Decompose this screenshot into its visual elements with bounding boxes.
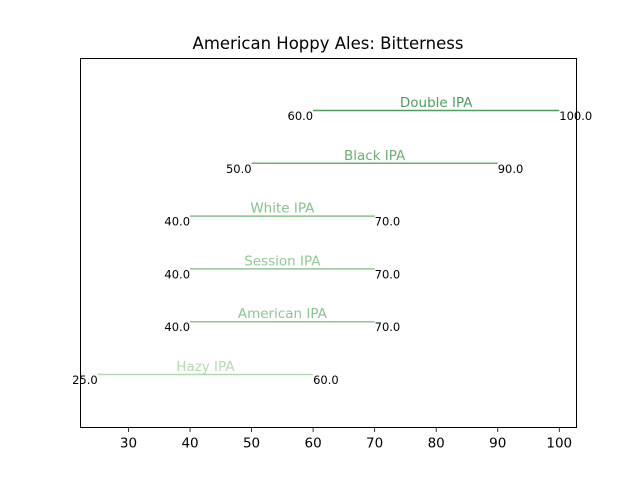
x-axis: 30 40 50 60 70 80 90 100 — [120, 427, 572, 452]
range-low-label: 40.0 — [164, 215, 190, 229]
chart-title: American Hoppy Ales: Bitterness — [193, 34, 464, 53]
range-name-label: White IPA — [250, 201, 315, 217]
range-name-label: American IPA — [238, 306, 328, 322]
x-tick-label: 40 — [181, 436, 198, 452]
range-name-label: Session IPA — [244, 253, 321, 269]
range-name-label: Double IPA — [400, 95, 473, 111]
range-low-label: 40.0 — [164, 267, 190, 281]
x-tick-label: 90 — [489, 436, 506, 452]
x-tick-label: 100 — [546, 436, 572, 452]
x-tick-label: 50 — [243, 436, 260, 452]
range-high-label: 60.0 — [313, 373, 339, 387]
range-marks: Double IPA 60.0 100.0 Black IPA 50.0 90.0 Whit… — [72, 95, 592, 387]
range-low-label: 40.0 — [164, 320, 190, 334]
x-tick-label: 60 — [305, 436, 322, 452]
range-name-label: Hazy IPA — [176, 359, 235, 375]
range-high-label: 90.0 — [498, 162, 524, 176]
range-high-label: 70.0 — [375, 215, 401, 229]
plot-area — [80, 58, 577, 428]
range-low-label: 60.0 — [288, 109, 314, 123]
range-name-label: Black IPA — [344, 148, 406, 164]
x-tick-label: 70 — [366, 436, 383, 452]
range-high-label: 70.0 — [375, 320, 401, 334]
x-tick-label: 80 — [428, 436, 445, 452]
x-tick-label: 30 — [120, 436, 137, 452]
range-low-label: 25.0 — [72, 373, 98, 387]
range-high-label: 70.0 — [375, 267, 401, 281]
range-high-label: 100.0 — [559, 109, 592, 123]
range-low-label: 50.0 — [226, 162, 252, 176]
